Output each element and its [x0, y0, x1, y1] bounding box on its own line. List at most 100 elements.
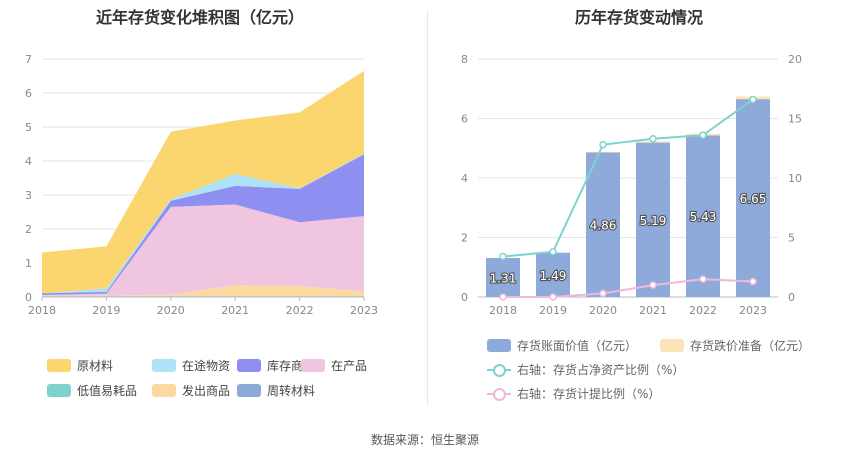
- y-left-tick-label: 4: [461, 172, 468, 185]
- x-tick-label: 2020: [589, 304, 617, 317]
- line-point: [749, 277, 757, 286]
- line-point: [549, 248, 557, 256]
- legend-label: 低值易耗品: [77, 384, 138, 398]
- legend-label: 原材料: [77, 359, 114, 373]
- y-tick-label: 5: [25, 121, 32, 134]
- line-point: [599, 289, 607, 298]
- legend-item[interactable]: 右轴：存货计提比例（%）: [487, 385, 660, 402]
- stacked-area-chart: 0 1 2 3 4 5 6 7 2018 2019 2020 2021 2022 2023: [25, 53, 378, 317]
- bar-impairment-provision: [586, 151, 620, 153]
- legend-swatch: [660, 339, 684, 352]
- y-tick-label: 3: [25, 189, 32, 202]
- x-tick-label: 2021: [639, 304, 667, 317]
- legend-label: 发出商品: [182, 384, 231, 398]
- x-tick-label: 2018: [489, 304, 517, 317]
- bar-data-label: 6.65: [740, 192, 767, 206]
- left-chart-title: 近年存货变化堆积图（亿元）: [95, 8, 304, 27]
- legend-item[interactable]: 右轴：存货占净资产比例（%）: [487, 361, 684, 378]
- bar-inventory-value: [736, 99, 770, 297]
- legend-swatch: [301, 359, 325, 372]
- bar-data-label: 4.86: [590, 219, 617, 233]
- line-series: [502, 98, 754, 258]
- y-left-tick-label: 6: [461, 113, 468, 126]
- y-left-tick-label: 2: [461, 232, 468, 245]
- bar-data-label: 5.43: [690, 210, 717, 224]
- legend-label: 周转材料: [267, 384, 316, 398]
- legend-swatch: [47, 384, 71, 397]
- x-tick-label: 2019: [92, 304, 120, 317]
- legend-swatch: [152, 384, 176, 397]
- y-right-tick-label: 0: [788, 291, 795, 304]
- bar-inventory-value: [686, 135, 720, 297]
- legend-swatch: [487, 363, 511, 377]
- x-tick-label: 2022: [286, 304, 314, 317]
- legend-label: 在途物资: [182, 359, 231, 373]
- legend-swatch: [487, 387, 511, 401]
- x-tick-label: 2019: [539, 304, 567, 317]
- bar-data-label: 1.49: [540, 269, 567, 283]
- y-right-tick-label: 15: [788, 113, 802, 126]
- data-source-note: 数据来源：恒生聚源: [370, 433, 479, 447]
- legend-label: 在产品: [331, 359, 368, 373]
- area-series: [42, 154, 364, 295]
- legend-item[interactable]: 在产品: [301, 357, 367, 374]
- legend-label: 存货账面价值（亿元）: [517, 339, 638, 353]
- line-point: [499, 252, 507, 261]
- line-point: [649, 134, 657, 143]
- y-right-tick-label: 20: [788, 53, 802, 66]
- area-series: [42, 204, 364, 296]
- y-tick-label: 4: [25, 155, 32, 168]
- legend-item[interactable]: 周转材料: [237, 382, 315, 399]
- y-tick-label: 7: [25, 53, 32, 66]
- legend-label: 右轴：存货计提比例（%）: [517, 387, 661, 401]
- legend-item[interactable]: 存货账面价值（亿元）: [487, 337, 637, 354]
- x-tick-label: 2021: [221, 304, 249, 317]
- bar-inventory-value: [586, 152, 620, 297]
- line-series: [503, 278, 754, 298]
- legend-swatch: [152, 359, 176, 372]
- line-point: [699, 131, 707, 139]
- legend-label: 存货跌价准备（亿元）: [690, 339, 811, 353]
- x-tick-label: 2023: [350, 304, 378, 317]
- y-left-tick-label: 8: [461, 53, 468, 66]
- line-point: [749, 95, 757, 104]
- chart-divider: [427, 10, 428, 405]
- area-series: [42, 70, 364, 294]
- x-tick-label: 2023: [739, 304, 767, 317]
- bar-inventory-value: [636, 142, 670, 297]
- legend-item[interactable]: 存货跌价准备（亿元）: [660, 337, 810, 354]
- legend-item[interactable]: 发出商品: [152, 382, 230, 399]
- legend-swatch: [47, 359, 71, 372]
- bar-inventory-value: [536, 252, 570, 297]
- area-series: [42, 285, 364, 297]
- y-tick-label: 2: [25, 223, 32, 236]
- x-tick-label: 2020: [157, 304, 185, 317]
- y-right-tick-label: 5: [788, 232, 795, 245]
- line-point: [549, 293, 557, 301]
- x-tick-label: 2022: [689, 304, 717, 317]
- line-point: [649, 281, 657, 289]
- legend-item[interactable]: 低值易耗品: [47, 382, 137, 399]
- line-point: [699, 275, 707, 283]
- line-point: [499, 293, 507, 301]
- bar-data-label: 5.19: [640, 214, 667, 228]
- bar-inventory-value: [486, 258, 520, 297]
- legend-label: 右轴：存货占净资产比例（%）: [517, 363, 685, 377]
- legend-item[interactable]: 原材料: [47, 357, 113, 374]
- x-tick-label: 2018: [28, 304, 56, 317]
- y-left-tick-label: 0: [461, 291, 468, 304]
- legend-item[interactable]: 在途物资: [152, 357, 230, 374]
- y-tick-label: 1: [25, 257, 32, 270]
- line-point: [599, 140, 607, 149]
- legend-swatch: [487, 339, 511, 352]
- y-tick-label: 6: [25, 87, 32, 100]
- y-tick-label: 0: [25, 291, 32, 304]
- right-chart-title: 历年存货变动情况: [574, 8, 703, 27]
- legend-swatch: [237, 359, 261, 372]
- y-right-tick-label: 10: [788, 172, 802, 185]
- bar-data-label: 1.31: [490, 272, 517, 286]
- legend-swatch: [237, 384, 261, 397]
- area-series: [42, 296, 364, 297]
- combo-bar-line-chart: 0 2 4 6 8 0 5 10 15 20 2018 2019 2020 2021 2022 2023 1.3…: [461, 53, 802, 317]
